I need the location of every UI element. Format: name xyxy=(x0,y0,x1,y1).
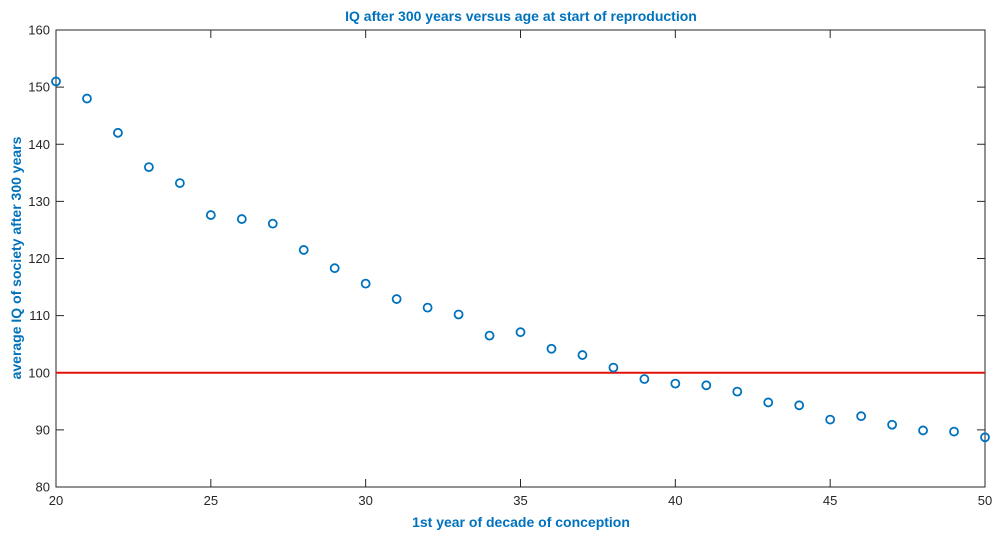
y-axis-ticks: 80 90 100 110 120 130 140 150 160 xyxy=(28,23,50,495)
y-tick-label: 140 xyxy=(28,137,50,152)
data-point xyxy=(825,414,836,425)
data-point xyxy=(267,218,278,229)
x-axis-ticks: 20 25 30 35 40 45 50 xyxy=(49,493,992,508)
data-point xyxy=(856,411,867,422)
x-axis-label: 1st year of decade of conception xyxy=(412,514,630,530)
data-point xyxy=(701,380,712,391)
y-tick-label: 110 xyxy=(29,308,50,323)
y-axis-label: average IQ of society after 300 years xyxy=(8,136,24,379)
data-point xyxy=(174,178,185,188)
data-point xyxy=(205,210,216,220)
data-point xyxy=(794,400,805,411)
data-point xyxy=(360,278,371,289)
data-point xyxy=(298,245,309,255)
x-tick-label: 50 xyxy=(978,493,992,508)
data-point xyxy=(82,93,92,104)
plot-area xyxy=(55,29,986,488)
chart-title: IQ after 300 years versus age at start o… xyxy=(345,8,697,24)
plot-box xyxy=(55,29,986,488)
x-tick-label: 30 xyxy=(358,493,372,508)
data-point xyxy=(980,432,990,443)
data-point xyxy=(949,426,959,437)
data-point xyxy=(453,309,464,320)
x-tick-label: 25 xyxy=(204,493,218,508)
y-tick-label: 150 xyxy=(28,80,50,95)
data-point xyxy=(546,343,557,354)
data-point xyxy=(732,386,743,397)
x-tick-label: 35 xyxy=(513,493,527,508)
data-point xyxy=(639,374,650,384)
data-point xyxy=(670,378,681,389)
data-point xyxy=(51,76,61,87)
x-tick-label: 45 xyxy=(823,493,837,508)
y-tick-label: 120 xyxy=(28,251,50,266)
y-tick-label: 100 xyxy=(28,365,50,380)
data-point xyxy=(608,362,619,373)
data-point xyxy=(484,330,495,341)
x-tick-label: 20 xyxy=(49,493,63,508)
data-point xyxy=(329,263,340,274)
data-point xyxy=(577,350,588,360)
data-point xyxy=(143,162,154,173)
y-tick-label: 130 xyxy=(28,194,50,209)
x-tick-label: 40 xyxy=(668,493,682,508)
y-tick-label: 80 xyxy=(36,480,50,495)
data-point xyxy=(763,397,774,408)
data-point xyxy=(515,327,526,338)
data-point xyxy=(113,127,123,138)
y-tick-label: 90 xyxy=(36,422,50,437)
y-tick-label: 160 xyxy=(28,23,50,38)
data-point xyxy=(236,214,247,224)
data-point xyxy=(887,419,897,430)
data-point xyxy=(422,302,433,313)
data-point xyxy=(391,294,402,304)
data-point xyxy=(918,425,928,436)
data-points xyxy=(51,76,990,443)
